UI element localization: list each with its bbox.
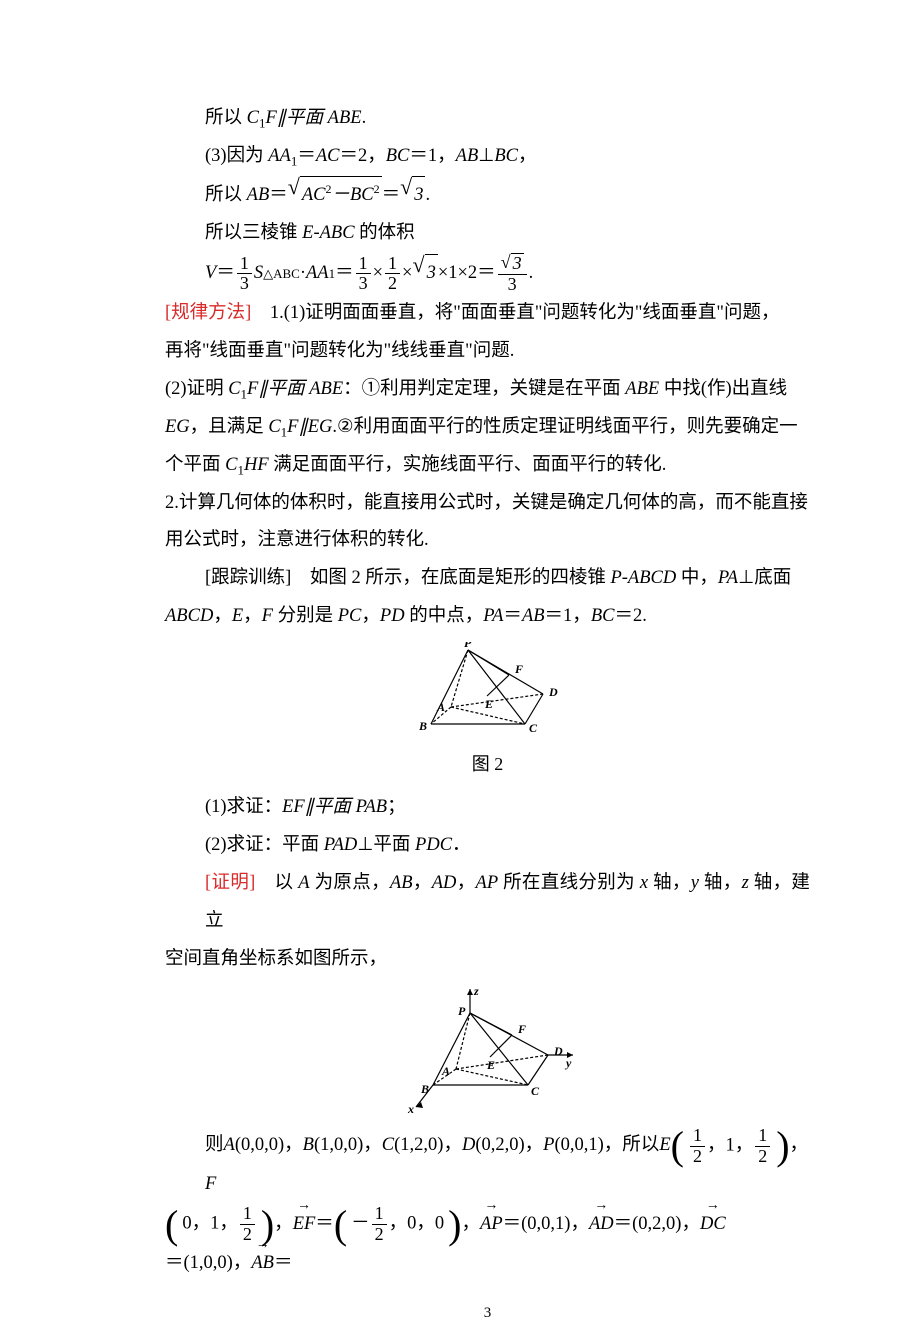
- svg-text:C: C: [531, 1084, 540, 1098]
- svg-text:E: E: [484, 697, 493, 711]
- method-l6: 2.计算几何体的体积时，能直接用公式时，关键是确定几何体的高，而不能直接: [165, 485, 810, 523]
- q1: (1)求证：EF∥平面 PAB；: [165, 789, 810, 827]
- svg-text:B: B: [420, 1082, 429, 1096]
- method-l2: 再将"线面垂直"问题转化为"线线垂直"问题.: [165, 333, 810, 371]
- svg-text:y: y: [564, 1056, 572, 1070]
- method-l3: (2)证明 C1F∥平面 ABE：①利用判定定理，关键是在平面 ABE 中找(作…: [165, 371, 810, 409]
- track-l1: [跟踪训练] 如图 2 所示，在底面是矩形的四棱锥 P-ABCD 中，PA⊥底面: [165, 560, 810, 598]
- line-3: 所以 AB＝√AC2－BC2＝√3.: [165, 176, 810, 215]
- svg-text:C: C: [529, 721, 538, 735]
- method-block: [规律方法] 1.(1)证明面面垂直，将"面面垂直"问题转化为"线面垂直"问题，: [165, 295, 810, 333]
- line-2: (3)因为 AA1＝AC＝2，BC＝1，AB⊥BC，: [165, 138, 810, 176]
- svg-text:E: E: [486, 1058, 495, 1072]
- figure-2-caption: 图 2: [472, 746, 504, 783]
- figure-3: z y x P AB C D E F: [165, 985, 810, 1120]
- page-content: 所以 C1F∥平面 ABE. (3)因为 AA1＝AC＝2，BC＝1，AB⊥BC…: [165, 100, 810, 1283]
- svg-text:F: F: [514, 662, 523, 676]
- svg-text:B: B: [418, 719, 427, 733]
- coords-l2: (0，1，12)， EF＝ (－12，0，0)， AP＝(0,0,1)， AD＝…: [165, 1204, 810, 1283]
- figure-2-svg: P AB C D E F: [413, 642, 563, 742]
- svg-text:z: z: [473, 985, 479, 998]
- svg-text:P: P: [464, 642, 472, 650]
- svg-text:F: F: [517, 1022, 526, 1036]
- proof-l2: 空间直角坐标系如图所示，: [165, 941, 810, 979]
- method-l7: 用公式时，注意进行体积的转化.: [165, 522, 810, 560]
- line-4: 所以三棱锥 E-ABC 的体积: [165, 215, 810, 253]
- proof-label: [证明]: [205, 873, 255, 893]
- svg-text:P: P: [458, 1004, 466, 1018]
- figure-2: P AB C D E F 图 2: [165, 642, 810, 783]
- figure-3-svg: z y x P AB C D E F: [398, 985, 578, 1120]
- svg-text:D: D: [548, 685, 558, 699]
- method-label: [规律方法]: [165, 303, 251, 323]
- svg-text:A: A: [441, 1064, 450, 1078]
- q2: (2)求证：平面 PAD⊥平面 PDC．: [165, 827, 810, 865]
- line-5-formula: V＝ 13 S△ABC·AA1＝ 13× 12× √3×1×2＝ √33.: [165, 253, 810, 295]
- proof-l1: [证明] 以 A 为原点，AB，AD，AP 所在直线分别为 x 轴，y 轴，z …: [165, 865, 810, 941]
- svg-text:A: A: [436, 700, 445, 714]
- svg-text:D: D: [553, 1044, 563, 1058]
- track-l2: ABCD，E，F 分别是 PC，PD 的中点，PA＝AB＝1，BC＝2.: [165, 598, 810, 636]
- page-number: 3: [484, 1298, 492, 1329]
- svg-text:x: x: [407, 1102, 414, 1116]
- method-l5: 个平面 C1HF 满足面面平行，实施线面平行、面面平行的转化.: [165, 447, 810, 485]
- line-1: 所以 C1F∥平面 ABE.: [165, 100, 810, 138]
- method-l4: EG，且满足 C1F∥EG.②利用面面平行的性质定理证明线面平行，则先要确定一: [165, 409, 810, 447]
